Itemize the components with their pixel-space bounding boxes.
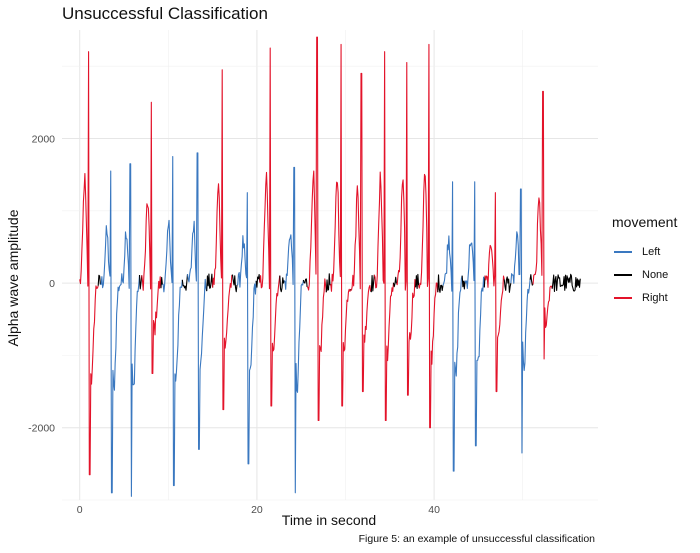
series-right-segment: [141, 101, 162, 375]
series-right-segment: [532, 90, 553, 360]
series-none-segment: [415, 273, 420, 290]
series-right-segment: [212, 69, 233, 411]
series-left-segment: [100, 163, 141, 497]
series-left-segment: [186, 152, 208, 450]
series-right-segment: [395, 61, 417, 396]
series-none-segment: [437, 274, 444, 293]
series-right-segment: [350, 72, 372, 393]
series-right-segment: [373, 51, 395, 422]
y-tick-label: -2000: [28, 423, 55, 435]
series-none-segment: [181, 274, 189, 291]
y-tick-label: 2000: [32, 133, 56, 145]
series-lines: [79, 36, 581, 497]
series-none-segment: [529, 274, 534, 286]
series-right-segment: [306, 36, 327, 422]
series-left-segment: [283, 166, 304, 494]
chart-title: Unsuccessful Classification: [62, 4, 268, 23]
legend-key-none: [614, 273, 632, 276]
legend: movement Left None Right: [612, 214, 677, 309]
x-tick-label: 40: [428, 504, 440, 516]
legend-item-left: Left: [612, 240, 677, 263]
x-tick-label: 20: [251, 504, 263, 516]
y-axis-label: Alpha wave amplitude: [5, 209, 21, 346]
legend-item-none: None: [612, 263, 677, 286]
series-none-segment: [231, 274, 238, 293]
x-axis-label: Time in second: [282, 512, 376, 528]
legend-key-right: [614, 296, 632, 299]
series-none-segment: [461, 275, 466, 290]
series-right-segment: [259, 47, 281, 407]
grid-lines: [62, 30, 598, 501]
legend-label-right: Right: [642, 291, 668, 304]
series-none-segment: [370, 274, 375, 293]
series-right-segment: [79, 51, 99, 476]
x-tick-label: 0: [77, 504, 83, 516]
tick-labels: 0 20 40 -2000 0 2000: [28, 133, 440, 516]
series-left-segment: [162, 155, 183, 487]
legend-title: movement: [612, 214, 678, 230]
series-left-segment: [442, 181, 463, 472]
series-none-segment: [138, 274, 143, 290]
series-none-segment: [551, 273, 581, 292]
series-left-segment: [510, 188, 531, 454]
legend-label-none: None: [642, 268, 669, 281]
series-none-segment: [255, 274, 261, 288]
series-none-segment: [206, 273, 214, 292]
legend-key-left: [614, 250, 632, 253]
series-left-segment: [236, 192, 257, 465]
series-none-segment: [503, 276, 512, 293]
legend-item-right: Right: [612, 286, 677, 309]
series-right-segment: [330, 43, 352, 407]
y-tick-label: 0: [49, 278, 55, 290]
series-right-segment: [418, 43, 439, 429]
legend-label-left: Left: [642, 245, 661, 258]
series-none-segment: [279, 275, 285, 293]
series-none-segment: [302, 278, 308, 288]
series-none-segment: [325, 273, 332, 293]
series-none-segment: [392, 276, 397, 288]
figure-caption: Figure 5: an example of unsuccessful cla…: [358, 533, 595, 545]
series-left-segment: [464, 181, 485, 447]
series-none-segment: [160, 276, 163, 289]
series-right-segment: [484, 192, 505, 393]
series-none-segment: [97, 274, 101, 286]
